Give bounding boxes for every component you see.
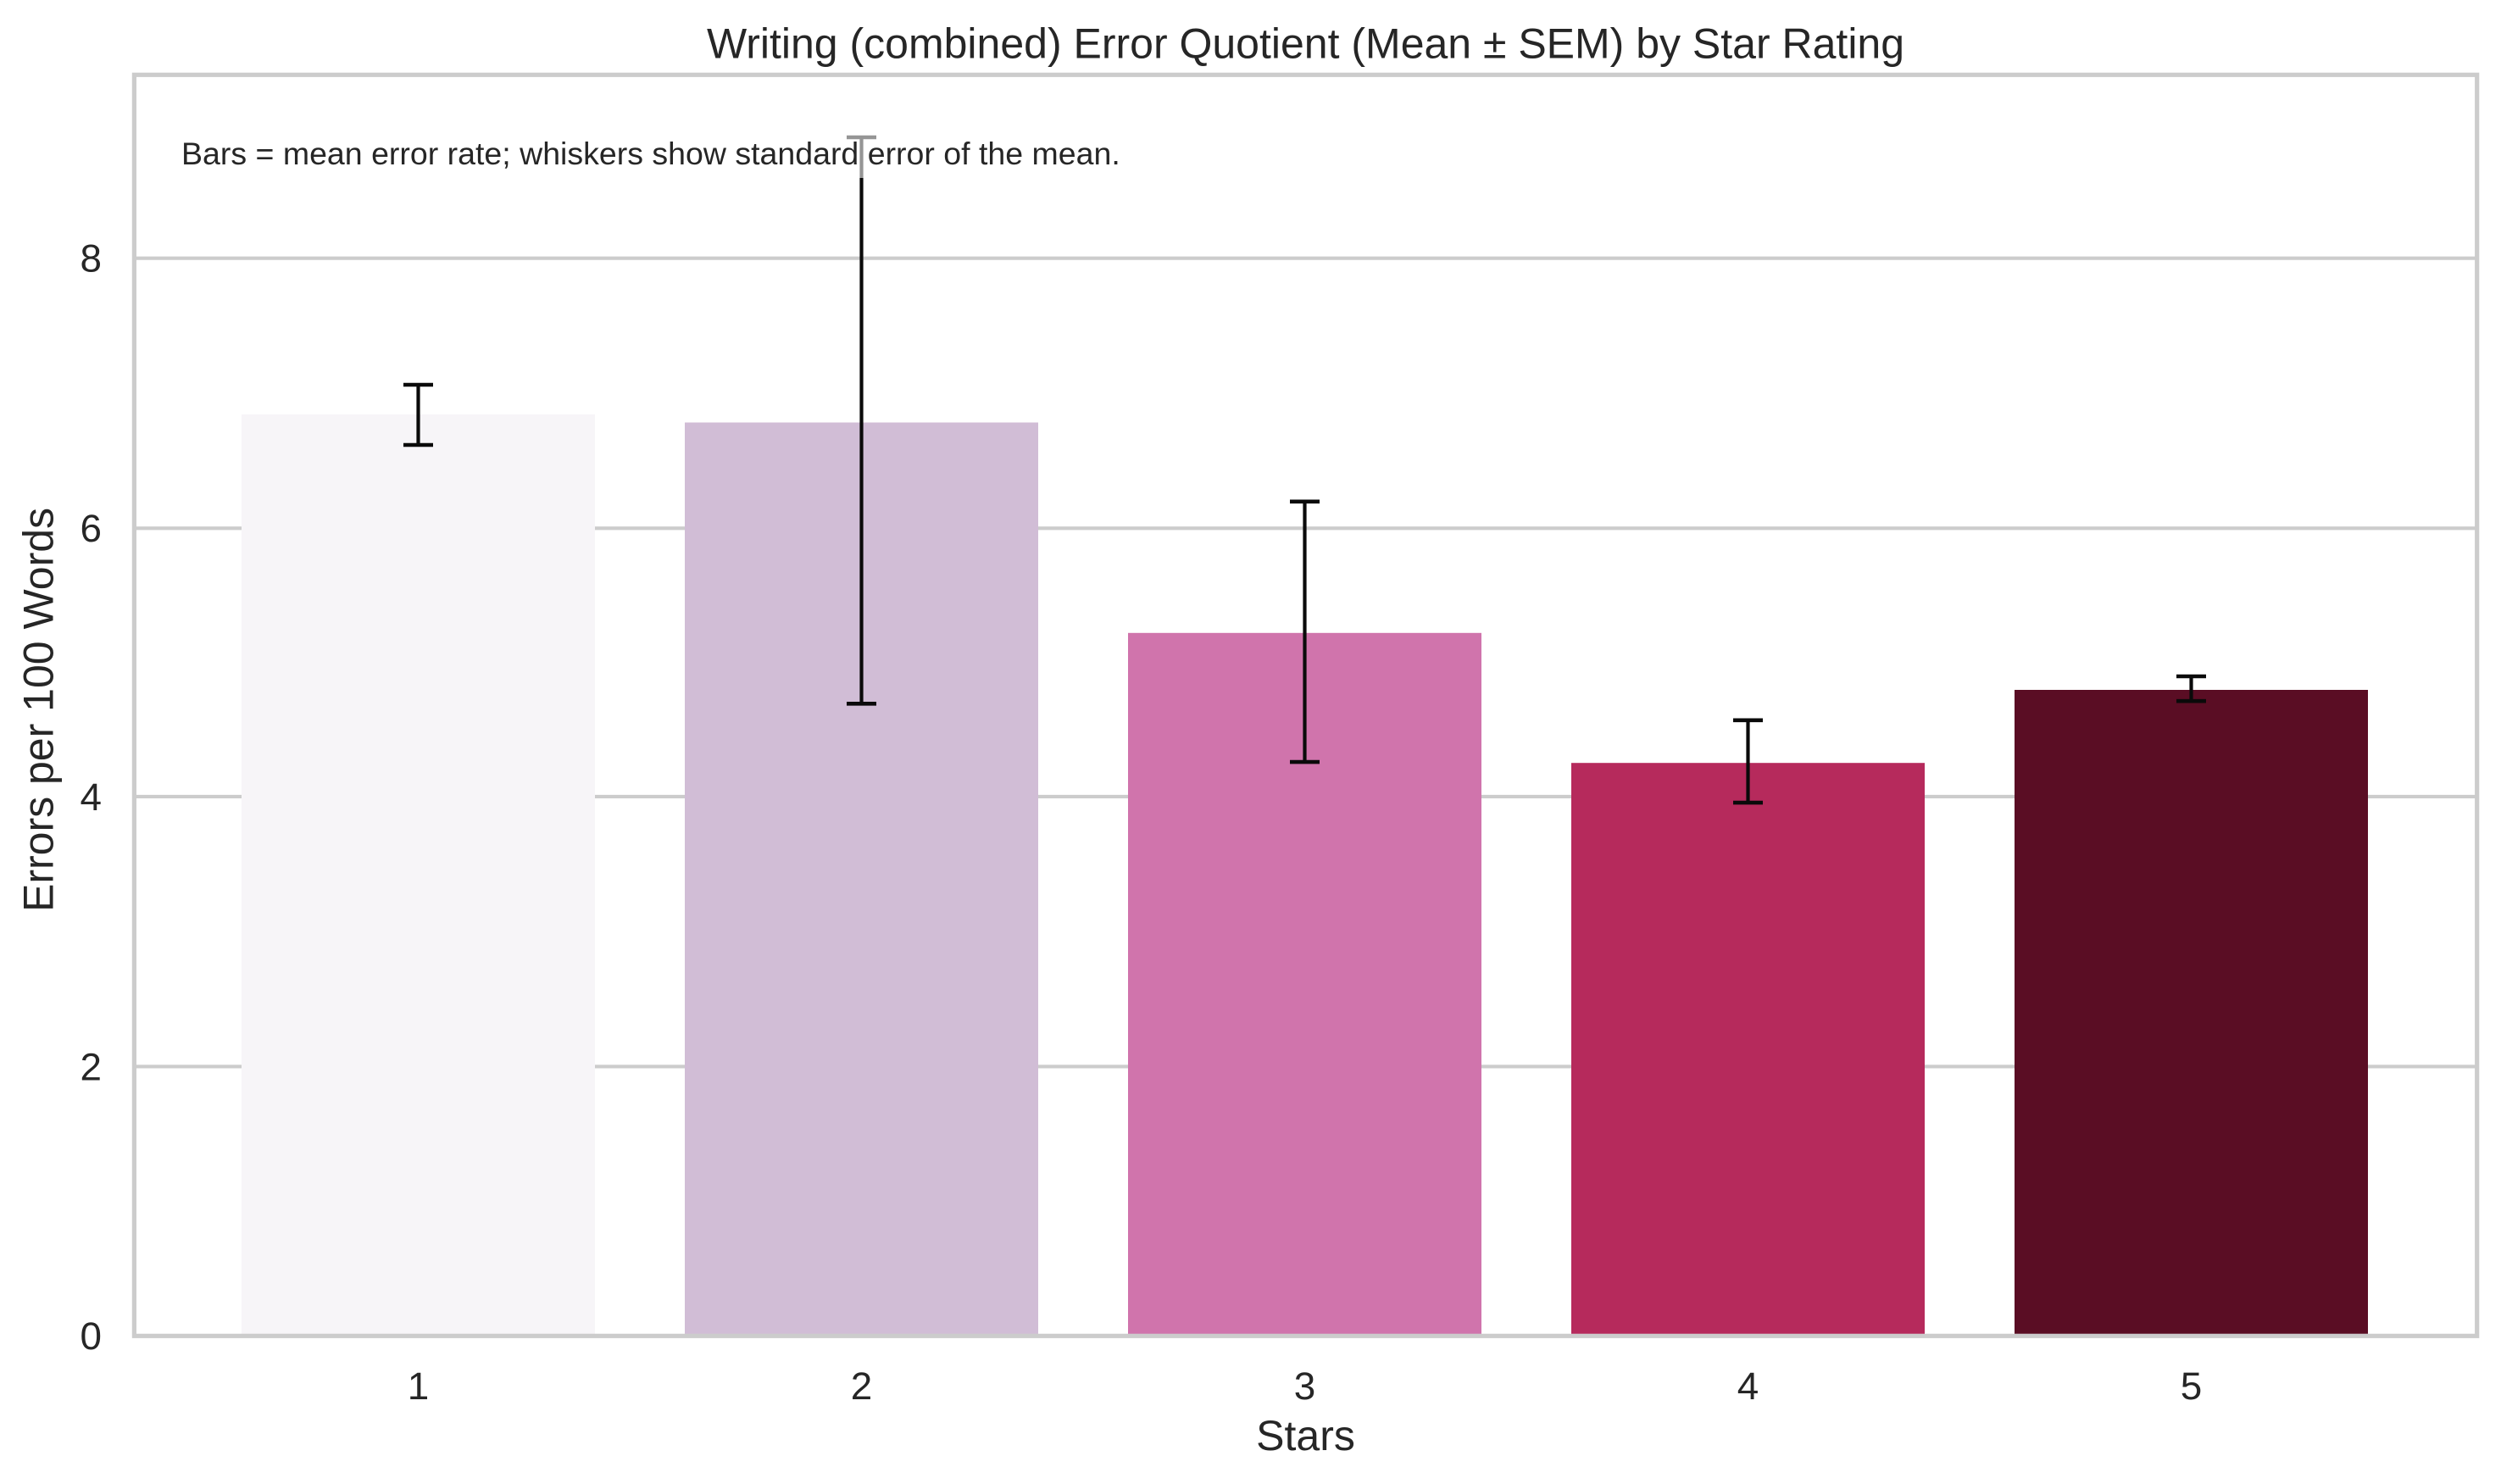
svg-text:2: 2 [81,1045,103,1088]
svg-text:5: 5 [2181,1365,2203,1408]
svg-text:0: 0 [81,1314,103,1358]
svg-text:Bars = mean error rate; whiske: Bars = mean error rate; whiskers show st… [181,136,1120,171]
svg-text:Writing (combined) Error Quoti: Writing (combined) Error Quotient (Mean … [707,19,1904,67]
svg-text:8: 8 [81,237,103,281]
svg-text:4: 4 [81,775,103,819]
svg-text:Stars: Stars [1256,1412,1355,1459]
svg-text:6: 6 [81,507,103,550]
svg-text:2: 2 [851,1365,873,1408]
svg-text:3: 3 [1294,1365,1316,1408]
svg-text:4: 4 [1737,1365,1759,1408]
svg-text:1: 1 [408,1365,430,1408]
svg-text:Errors per 100 Words: Errors per 100 Words [14,508,62,912]
